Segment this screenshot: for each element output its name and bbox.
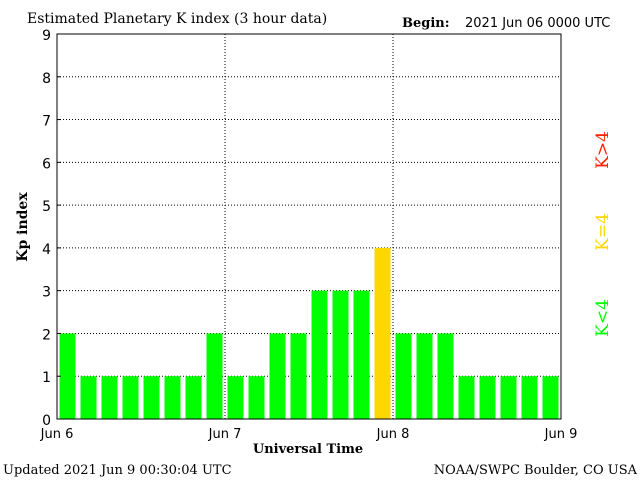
- begin-value: 2021 Jun 06 0000 UTC: [465, 16, 610, 31]
- begin-label: Begin:: [402, 16, 450, 31]
- bar-10: [269, 333, 286, 419]
- bar-17: [416, 333, 433, 419]
- x-tick-label: Jun 7: [208, 427, 242, 442]
- y-tick-label: 9: [42, 28, 51, 44]
- legend-entry: K<4: [593, 299, 613, 337]
- bar-1: [80, 376, 97, 419]
- bar-14: [353, 290, 370, 419]
- bar-3: [122, 376, 139, 419]
- bar-21: [500, 376, 517, 419]
- bar-19: [458, 376, 475, 419]
- source-text: NOAA/SWPC Boulder, CO USA: [434, 463, 638, 478]
- bar-12: [311, 290, 328, 419]
- y-tick-label: 3: [42, 285, 51, 301]
- y-tick-label: 7: [42, 114, 51, 130]
- bar-23: [542, 376, 559, 419]
- y-tick-label: 4: [42, 242, 51, 258]
- bar-18: [437, 333, 454, 419]
- updated-text: Updated 2021 Jun 9 00:30:04 UTC: [3, 463, 232, 478]
- y-tick-label: 5: [42, 199, 51, 215]
- plot-frame: [56, 33, 562, 420]
- bar-5: [164, 376, 181, 419]
- bar-9: [248, 376, 265, 419]
- y-tick-label: 6: [42, 156, 51, 172]
- bar-16: [395, 333, 412, 419]
- bar-22: [521, 376, 538, 419]
- x-axis-label: Universal Time: [253, 442, 363, 457]
- y-tick-label: 0: [42, 413, 51, 429]
- bar-2: [101, 376, 118, 419]
- bar-0: [59, 333, 76, 419]
- y-tick-label: 8: [42, 71, 51, 87]
- bar-11: [290, 333, 307, 419]
- legend-entry: K>4: [593, 131, 613, 169]
- bar-20: [479, 376, 496, 419]
- bar-6: [185, 376, 202, 419]
- y-tick-label: 1: [42, 370, 51, 386]
- bar-8: [227, 376, 244, 419]
- y-tick-label: 2: [42, 327, 51, 343]
- bar-7: [206, 333, 223, 419]
- y-axis-label: Kp index: [15, 192, 31, 262]
- x-tick-label: Jun 6: [40, 427, 74, 442]
- bar-4: [143, 376, 160, 419]
- bar-15: [374, 247, 391, 419]
- chart-title: Estimated Planetary K index (3 hour data…: [27, 11, 327, 27]
- x-tick-label: Jun 8: [376, 427, 410, 442]
- x-tick-label: Jun 9: [544, 427, 578, 442]
- legend-entry: K=4: [593, 213, 613, 251]
- bar-13: [332, 290, 349, 419]
